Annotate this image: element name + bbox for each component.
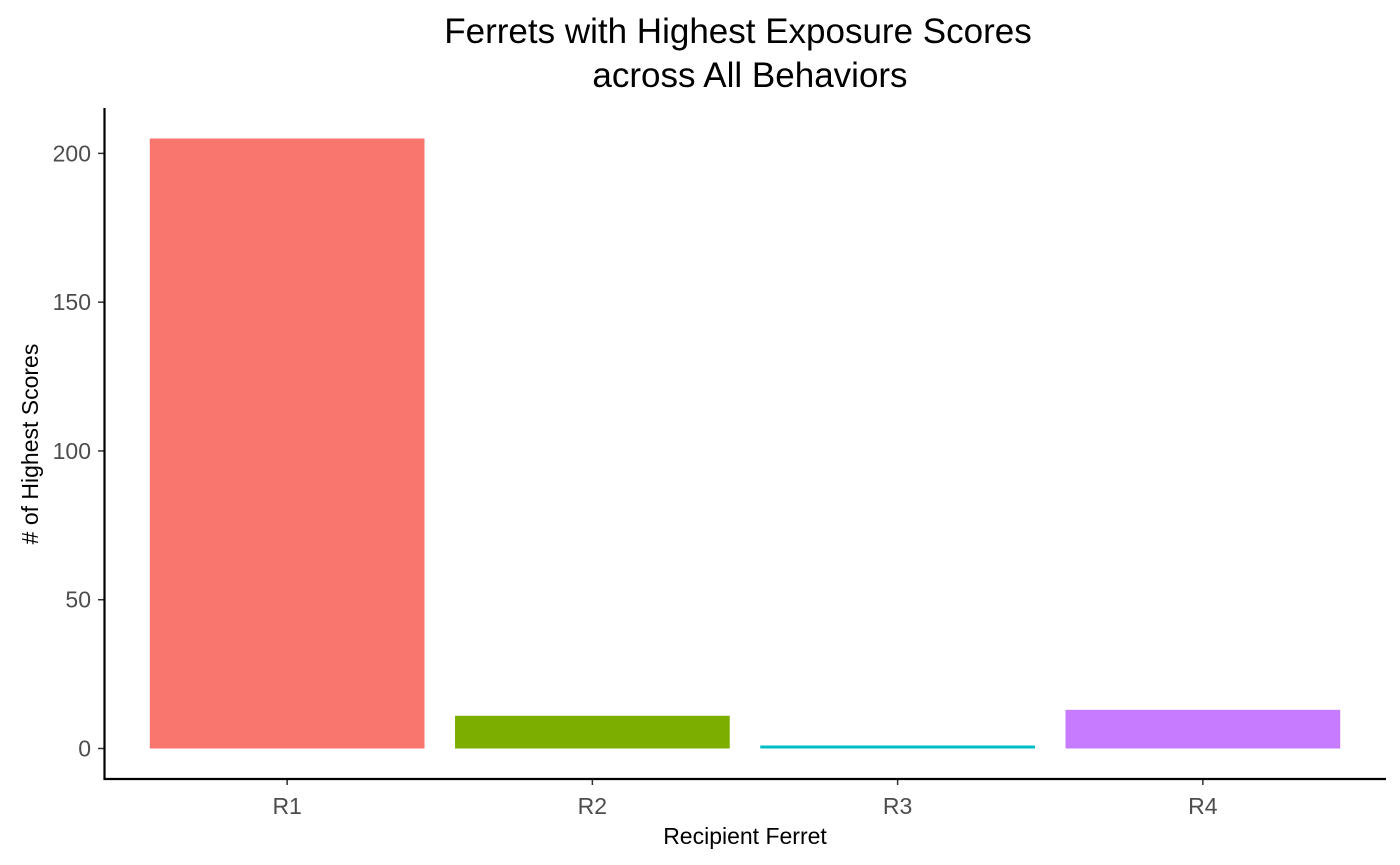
bar-r1 [149, 138, 425, 749]
y-tick-label: 0 [78, 736, 91, 762]
y-axis-title: # of Highest Scores [17, 344, 43, 545]
chart-title-line-2: across All Behaviors [592, 56, 907, 95]
x-tick-label: R1 [272, 793, 301, 819]
x-tick-label: R2 [578, 793, 607, 819]
y-tick-label: 200 [53, 140, 91, 166]
x-tick-label: R4 [1188, 793, 1218, 819]
bar-r3 [760, 745, 1035, 749]
y-axis-ticks: 0 50 100 150 200 [53, 140, 104, 762]
x-tick-label: R3 [883, 793, 912, 819]
bar-r4 [1065, 709, 1341, 749]
chart-title-line-1: Ferrets with Highest Exposure Scores [444, 12, 1031, 51]
x-axis-ticks: R1 R2 R3 R4 [272, 779, 1218, 819]
bar-r2 [455, 715, 730, 749]
x-axis-title: Recipient Ferret [663, 823, 827, 849]
bars-layer [149, 138, 1341, 749]
y-tick-label: 100 [53, 438, 91, 464]
y-tick-label: 50 [65, 587, 91, 613]
y-tick-label: 150 [53, 289, 91, 315]
chart-title: Ferrets with Highest Exposure Scores acr… [444, 12, 1031, 95]
